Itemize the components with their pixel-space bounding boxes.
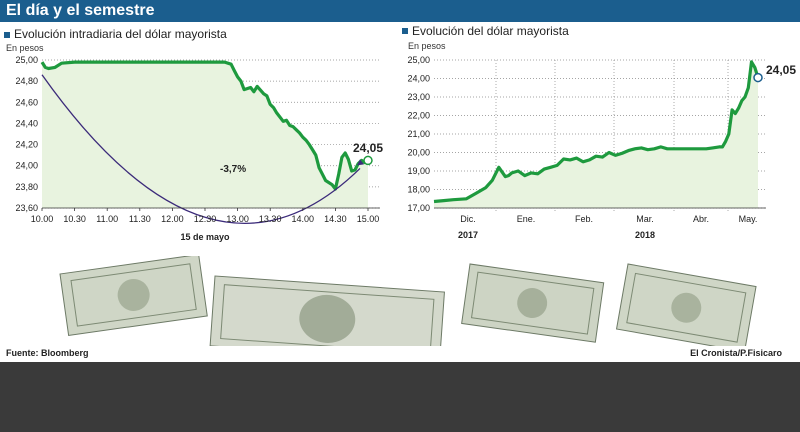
- y-tick-label: 21,00: [407, 129, 430, 139]
- y-tick-label: 24,40: [15, 118, 38, 128]
- y-axis: 25,00 24,80 24,60 24,40 24,20 24,00 23,80 23,60: [15, 55, 38, 213]
- title-bullet-icon: [402, 28, 408, 34]
- x-tick-label: Abr.: [693, 214, 709, 224]
- banknote-image: [461, 263, 605, 343]
- trend-arrow-head: [357, 159, 364, 166]
- x-tick-label: May.: [739, 214, 758, 224]
- header-bar: El día y el semestre: [0, 0, 800, 22]
- y-tick-label: 23,80: [15, 182, 38, 192]
- y-tick-label: 20,00: [407, 148, 430, 158]
- last-point-marker: [363, 155, 373, 166]
- unit-label: En pesos: [408, 41, 446, 51]
- infographic-card: El día y el semestre Evolución intradiar…: [0, 0, 800, 362]
- y-tick-label: 18,00: [407, 185, 430, 195]
- last-point-marker: [753, 72, 763, 83]
- y-tick-label: 22,00: [407, 111, 430, 121]
- intraday-chart: Evolución intradiaria del dólar mayorist…: [4, 27, 383, 242]
- y-tick-label: 25,00: [15, 55, 38, 65]
- x-tick-label: 14.00: [292, 214, 315, 224]
- x-tick-label: 12.00: [161, 214, 184, 224]
- x-tick-label: 11.00: [96, 214, 118, 224]
- y-tick-label: 19,00: [407, 166, 430, 176]
- x-tick-label: 13.00: [226, 214, 249, 224]
- x-tick-label: Feb.: [575, 214, 593, 224]
- x-tick-label: 11.30: [129, 214, 151, 224]
- banknote-image: [615, 263, 757, 346]
- series-line: [40, 60, 369, 191]
- plot-area: [40, 60, 373, 224]
- banknote-image: [209, 275, 445, 346]
- series-line: [433, 60, 760, 204]
- x-tick-label: 14.30: [324, 214, 347, 224]
- trend-arrow: [41, 74, 361, 224]
- background-band: [0, 362, 800, 432]
- banknote-image: [59, 256, 208, 336]
- x-axis: Dic. Ene. Feb. Mar. Abr. May.: [434, 207, 766, 224]
- y-tick-label: 25,00: [407, 55, 430, 65]
- last-value-label: 24,05: [353, 141, 383, 155]
- x-tick-label: 10.00: [31, 214, 54, 224]
- y-tick-label: 24,00: [407, 74, 430, 84]
- percent-change-annotation: -3,7%: [220, 164, 246, 175]
- semester-chart: Evolución del dólar mayorista En pesos 2…: [402, 24, 796, 240]
- x-axis: 10.00 10.30 11.00 11.30 12.00 12.30 13.00 13.30…: [31, 207, 380, 224]
- y-tick-label: 17,00: [407, 203, 430, 213]
- x-axis-label: 15 de mayo: [180, 232, 230, 242]
- area-fill: [434, 61, 758, 209]
- year-label-2018: 2018: [635, 230, 655, 240]
- x-tick-label: Ene.: [517, 214, 536, 224]
- y-tick-label: 24,60: [15, 97, 38, 107]
- banknotes-illustration: [59, 256, 757, 346]
- x-tick-label: 12.30: [194, 214, 217, 224]
- unit-label: En pesos: [6, 43, 44, 53]
- chart-title: Evolución intradiaria del dólar mayorist…: [14, 27, 227, 41]
- title-bullet-icon: [4, 32, 10, 38]
- y-tick-label: 23,60: [15, 203, 38, 213]
- y-tick-label: 24,20: [15, 140, 38, 150]
- x-tick-label: 10.30: [63, 214, 86, 224]
- chart-title: Evolución del dólar mayorista: [412, 24, 569, 38]
- plot-area: [433, 60, 763, 209]
- credit-note: El Cronista/P.Fisicaro: [690, 348, 782, 358]
- x-tick-label: 15.00: [357, 214, 380, 224]
- x-tick-label: 13.30: [259, 214, 282, 224]
- y-tick-label: 24,00: [15, 161, 38, 171]
- y-axis: 25,00 24,00 23,00 22,00 21,00 20,00 19,00 18,00…: [407, 55, 430, 213]
- last-value-label: 24,05: [766, 63, 796, 77]
- y-tick-label: 24,80: [15, 76, 38, 86]
- area-fill: [42, 62, 368, 208]
- x-tick-label: Dic.: [460, 214, 476, 224]
- source-note: Fuente: Bloomberg: [6, 348, 89, 358]
- y-tick-label: 23,00: [407, 92, 430, 102]
- x-tick-label: Mar.: [636, 214, 654, 224]
- year-label-2017: 2017: [458, 230, 478, 240]
- page-title: El día y el semestre: [6, 2, 155, 19]
